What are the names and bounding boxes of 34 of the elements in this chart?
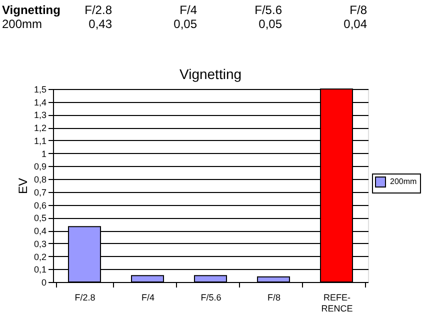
y-tick-label: 0,9 bbox=[34, 162, 46, 172]
text: 200mm bbox=[2, 17, 42, 31]
y-tick-label: 0 bbox=[41, 278, 46, 288]
x-tick-label: F/4 bbox=[141, 292, 155, 302]
y-tick-label: 1 bbox=[41, 148, 46, 159]
y-tick-label: 1,5 bbox=[34, 84, 46, 94]
y-tick-label: 0,7 bbox=[34, 187, 46, 198]
text: Vignetting bbox=[2, 3, 60, 17]
category-label: F/4 bbox=[180, 3, 197, 17]
y-tick-label: 0,6 bbox=[34, 200, 46, 210]
x-tick-label: F/2.8 bbox=[74, 292, 96, 302]
y-tick-label: 0,5 bbox=[34, 213, 46, 224]
category-label: F/8 bbox=[350, 3, 367, 17]
y-tick-label: 1,4 bbox=[34, 97, 46, 108]
category-label: F/2.8 bbox=[84, 3, 112, 17]
category-label: F/5.6 bbox=[254, 3, 282, 17]
x-tick-label: F/8 bbox=[267, 292, 281, 302]
y-tick-label: 1,3 bbox=[34, 110, 46, 120]
y-axis-title: EV bbox=[16, 178, 30, 194]
y-tick-label: 1,1 bbox=[34, 136, 46, 146]
chart-title: Vignetting bbox=[179, 66, 242, 82]
x-tick-label: REFE- RENCE bbox=[321, 292, 353, 314]
y-tick-label: 0,2 bbox=[34, 252, 46, 262]
y-tick-label: 1,2 bbox=[34, 123, 46, 134]
text: 0,05 bbox=[174, 17, 197, 31]
y-tick-label: 0,4 bbox=[34, 226, 46, 236]
legend-label: 200mm bbox=[390, 177, 418, 186]
y-tick-label: 0,8 bbox=[34, 174, 46, 185]
text: 0,43 bbox=[88, 17, 112, 31]
y-tick-label: 0,1 bbox=[34, 264, 46, 275]
text: 0,05 bbox=[258, 17, 282, 31]
y-tick-label: 0,3 bbox=[34, 238, 46, 249]
x-tick-label: F/5.6 bbox=[200, 292, 222, 302]
text: 0,04 bbox=[344, 17, 367, 31]
